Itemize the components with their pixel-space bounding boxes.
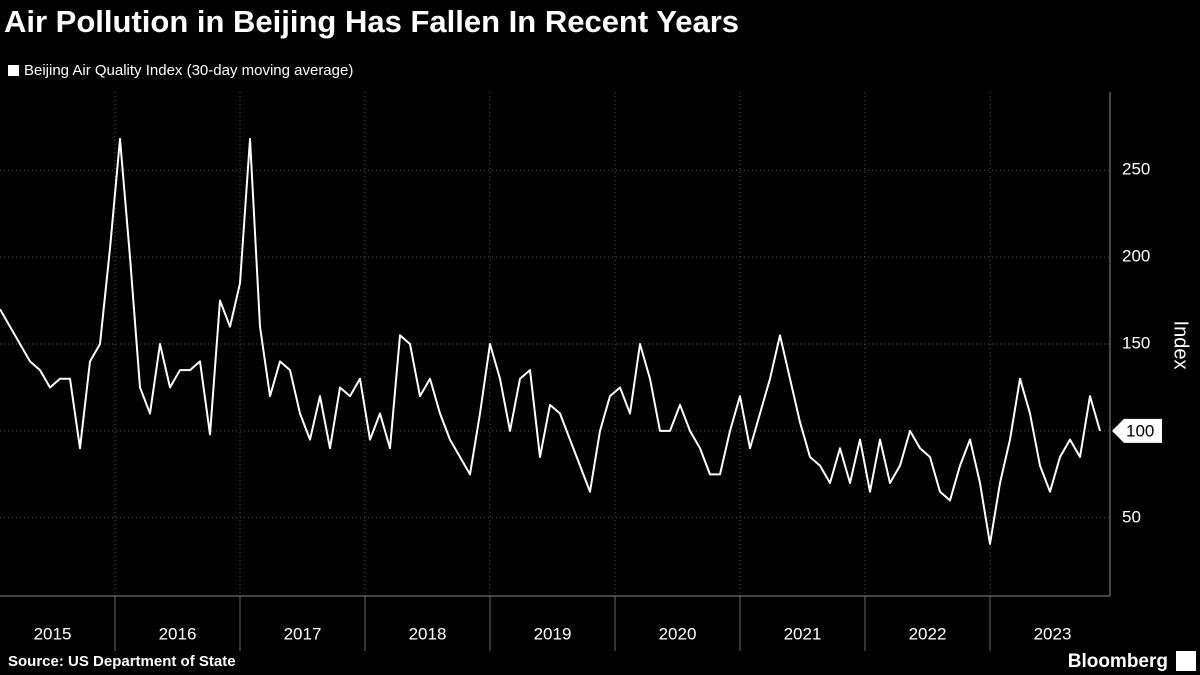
brand: Bloomberg [1068,651,1168,672]
x-tick-label: 2015 [34,624,72,643]
y-tick-label: 150 [1122,333,1150,352]
x-tick-label: 2018 [409,624,447,643]
x-tick-label: 2022 [909,624,947,643]
x-tick-label: 2020 [659,624,697,643]
last-value-tag [1112,418,1162,443]
x-tick-label: 2017 [284,624,322,643]
legend-label: Beijing Air Quality Index (30-day moving… [24,62,353,79]
x-tick-label: 2019 [534,624,572,643]
x-tick-label: 2021 [784,624,822,643]
legend-swatch [8,65,19,76]
y-axis-label: Index [1170,321,1192,370]
source: Source: US Department of State [8,653,236,670]
line [0,137,1101,545]
y-tick-label: 250 [1122,160,1150,179]
last-value-label: 100 [1126,421,1154,440]
x-tick-label: 2016 [159,624,197,643]
y-tick-label: 50 [1122,507,1141,526]
brand-icon [1176,651,1196,671]
chart-title: Air Pollution in Beijing Has Fallen In R… [4,4,739,39]
y-tick-label: 200 [1122,247,1150,266]
x-tick-label: 2023 [1034,624,1072,643]
